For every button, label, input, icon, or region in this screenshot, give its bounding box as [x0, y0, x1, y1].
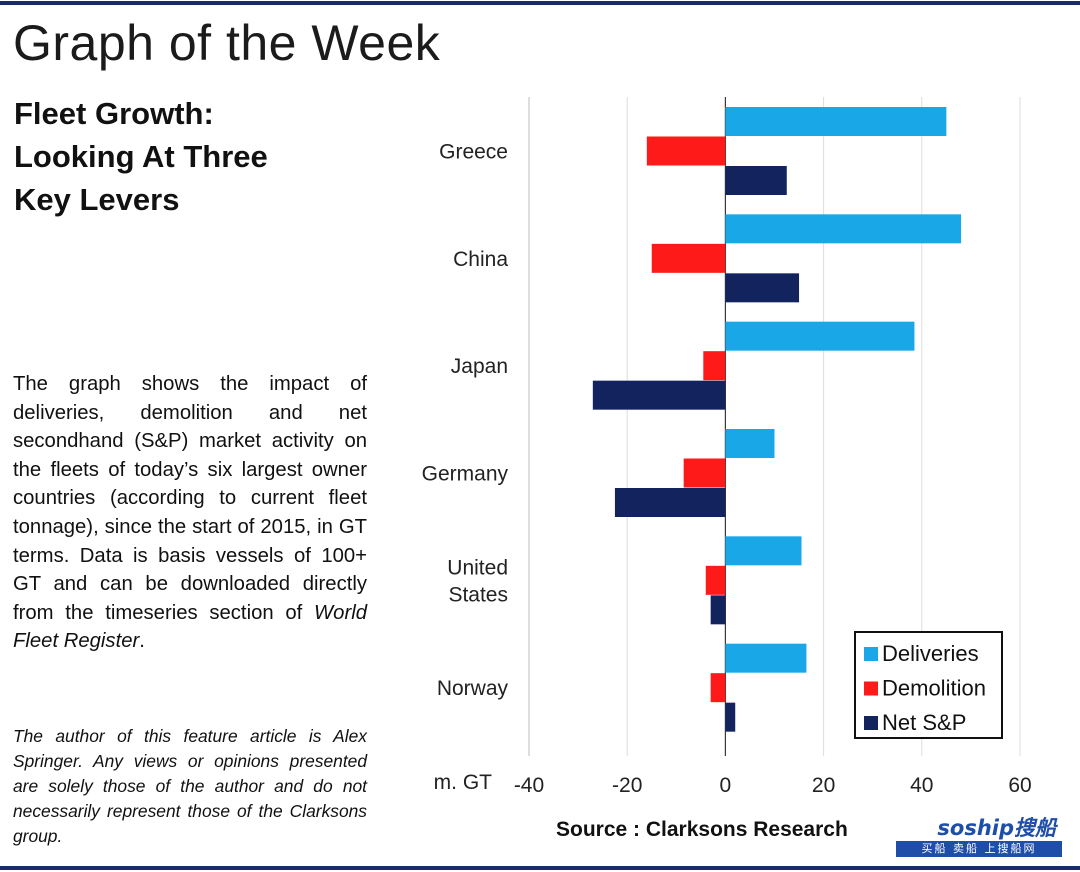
- headline-line: Looking At Three: [14, 139, 268, 174]
- legend-swatch: [864, 647, 878, 661]
- article-body: The graph shows the impact of deliveries…: [13, 370, 367, 656]
- x-tick-label: 60: [1008, 774, 1031, 797]
- bar-net-s-p: [725, 166, 787, 195]
- x-tick-label: 40: [910, 774, 933, 797]
- bar-demolition: [705, 565, 726, 595]
- bar-deliveries: [725, 321, 915, 351]
- bar-demolition: [703, 351, 726, 381]
- author-note: The author of this feature article is Al…: [13, 726, 367, 846]
- watermark: soship搜船 买船 卖船 上搜船网: [896, 812, 1062, 858]
- body-text-publication: World Fleet Register: [13, 601, 367, 653]
- category-label: Germany: [422, 463, 509, 486]
- legend-swatch: [864, 716, 878, 730]
- legend-label: Deliveries: [882, 641, 979, 666]
- bar-demolition: [710, 673, 726, 703]
- watermark-strip: 买船 卖船 上搜船网: [896, 841, 1062, 857]
- headline-line: Key Levers: [14, 182, 180, 217]
- legend-label: Demolition: [882, 676, 986, 701]
- body-text-end: .: [139, 630, 145, 653]
- legend-box: [854, 631, 1003, 739]
- legend-label: Net S&P: [882, 710, 966, 735]
- bar-demolition: [651, 243, 726, 273]
- x-tick-label: 0: [720, 774, 732, 797]
- x-tick-label: 20: [812, 774, 835, 797]
- article-headline: Fleet Growth: Looking At Three Key Lever…: [14, 92, 374, 221]
- category-label: Norway: [437, 677, 509, 700]
- bar-net-s-p: [725, 702, 736, 732]
- bar-deliveries: [725, 536, 802, 566]
- category-label: United: [447, 556, 508, 579]
- x-tick-label: -20: [612, 774, 642, 797]
- category-label: China: [453, 248, 508, 271]
- headline-line: Fleet Growth:: [14, 96, 214, 131]
- watermark-logo: soship搜船: [937, 816, 1056, 840]
- bar-demolition: [683, 458, 726, 488]
- bar-net-s-p: [592, 380, 726, 410]
- bar-net-s-p: [614, 488, 726, 517]
- body-text-main: The graph shows the impact of deliveries…: [13, 373, 367, 624]
- top-rule: [0, 1, 1080, 5]
- bar-deliveries: [725, 429, 775, 458]
- x-tick-label: -40: [514, 774, 544, 797]
- category-label: Japan: [451, 355, 508, 378]
- category-label: States: [448, 583, 508, 606]
- unit-label: m. GT: [433, 771, 492, 794]
- legend-swatch: [864, 681, 878, 696]
- bar-deliveries: [725, 214, 962, 244]
- bar-net-s-p: [710, 595, 726, 625]
- category-label: Greece: [439, 141, 508, 164]
- bottom-rule: [0, 866, 1080, 870]
- bar-net-s-p: [725, 273, 800, 303]
- bar-demolition: [646, 136, 726, 166]
- bar-deliveries: [725, 107, 947, 136]
- chart-source: Source : Clarksons Research: [556, 818, 848, 841]
- page-title: Graph of the Week: [13, 15, 441, 71]
- bar-deliveries: [725, 643, 807, 673]
